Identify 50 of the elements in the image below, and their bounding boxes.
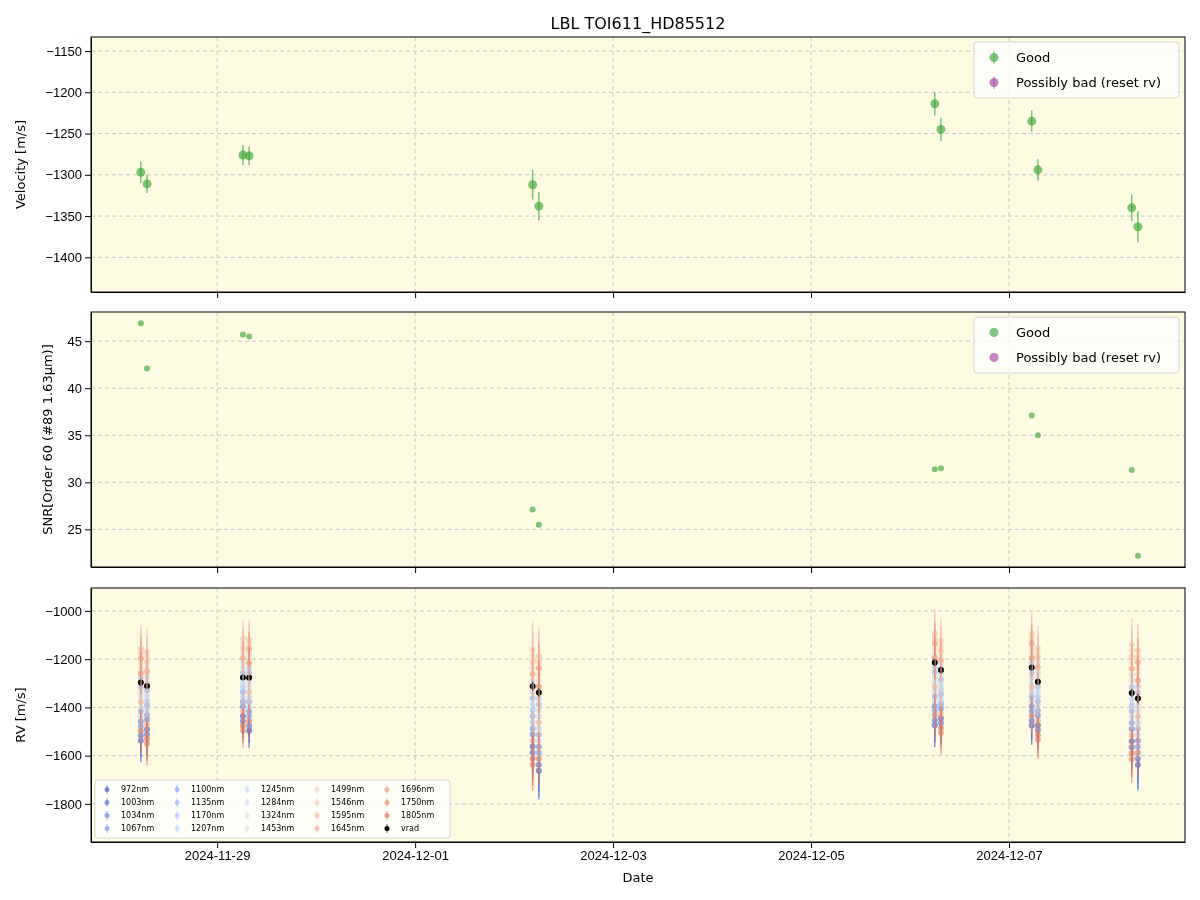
y-tick-label: 35 xyxy=(67,427,82,443)
y-tick-label: −1800 xyxy=(45,796,82,812)
y-tick-label: −1600 xyxy=(45,748,82,764)
legend-label: 1595nm xyxy=(331,811,365,821)
legend-label: Good xyxy=(1016,50,1051,66)
x-tick-label: 2024-12-01 xyxy=(382,848,449,864)
y-tick-label: −1300 xyxy=(45,167,82,183)
y-tick-label: −1000 xyxy=(45,603,82,619)
y-tick-label: −1150 xyxy=(46,43,82,59)
legend-label: 972nm xyxy=(121,785,150,795)
legend-label: Possibly bad (reset rv) xyxy=(1016,75,1162,91)
y-axis-title: SNR[Order 60 (#89 1.63μm)] xyxy=(40,344,55,535)
legend-label: 1003nm xyxy=(121,798,155,808)
legend-label: 1645nm xyxy=(331,824,365,834)
y-axis-title: Velocity [m/s] xyxy=(13,119,28,210)
y-tick-label: −1400 xyxy=(45,700,82,716)
legend-label: Possibly bad (reset rv) xyxy=(1016,350,1162,366)
x-tick-label: 2024-12-03 xyxy=(580,848,647,864)
legend-label: 1453nm xyxy=(261,824,295,834)
legend-label: 1324nm xyxy=(261,811,295,821)
legend-label: 1034nm xyxy=(121,811,155,821)
legend-label: 1805nm xyxy=(401,811,435,821)
legend-label: 1170nm xyxy=(191,811,225,821)
legend-label: 1100nm xyxy=(191,785,225,795)
legend-label: 1546nm xyxy=(331,798,365,808)
y-tick-label: 45 xyxy=(67,333,82,349)
y-tick-label: 30 xyxy=(67,474,82,490)
y-tick-label: −1400 xyxy=(45,250,82,265)
x-tick-label: 2024-12-07 xyxy=(976,848,1043,864)
y-tick-label: −1200 xyxy=(45,651,82,667)
legend-label: 1750nm xyxy=(401,798,435,808)
chart-title: LBL TOI611_HD85512 xyxy=(550,14,726,34)
y-tick-label: 25 xyxy=(67,522,82,538)
legend-label: 1696nm xyxy=(401,785,435,795)
legend-label: 1067nm xyxy=(121,824,155,834)
x-tick-label: 2024-11-29 xyxy=(184,848,251,864)
legend-label: Good xyxy=(1016,325,1051,341)
legend-label: 1207nm xyxy=(191,824,225,834)
x-axis-title: Date xyxy=(622,870,654,885)
legend-label: vrad xyxy=(401,824,420,834)
x-tick-label: 2024-12-05 xyxy=(778,848,845,864)
y-tick-label: −1250 xyxy=(45,126,82,142)
legend-label: 1245nm xyxy=(261,785,295,795)
y-tick-label: −1200 xyxy=(45,84,82,100)
legend-label: 1135nm xyxy=(191,798,225,808)
legend-label: 1499nm xyxy=(331,785,365,795)
y-tick-label: −1350 xyxy=(45,208,82,224)
y-tick-label: 40 xyxy=(67,380,82,396)
y-axis-title: RV [m/s] xyxy=(13,687,28,743)
legend-label: 1284nm xyxy=(261,798,295,808)
